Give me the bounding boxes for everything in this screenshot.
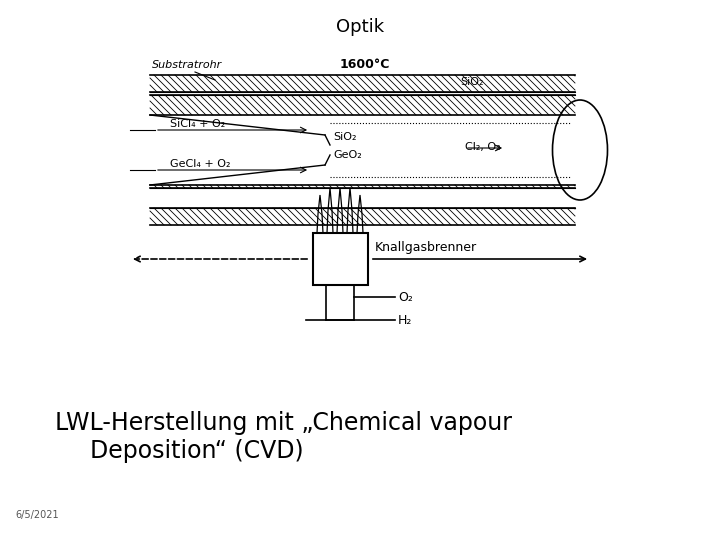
- Text: Substratrohr: Substratrohr: [152, 60, 222, 70]
- Text: 1600°C: 1600°C: [340, 58, 390, 71]
- Polygon shape: [150, 95, 575, 115]
- Text: GeCl₄ + O₂: GeCl₄ + O₂: [170, 159, 230, 169]
- Text: SiO₂: SiO₂: [460, 77, 484, 87]
- Polygon shape: [150, 208, 575, 225]
- Bar: [313, 233, 368, 285]
- Text: Deposition“ (CVD): Deposition“ (CVD): [90, 439, 304, 463]
- Text: 6/5/2021: 6/5/2021: [15, 510, 58, 520]
- Polygon shape: [150, 115, 575, 185]
- Text: Optik: Optik: [336, 18, 384, 36]
- Text: O₂: O₂: [398, 291, 413, 304]
- Text: LWL-Herstellung mit „Chemical vapour: LWL-Herstellung mit „Chemical vapour: [55, 411, 512, 435]
- Polygon shape: [150, 185, 575, 188]
- Text: H₂: H₂: [398, 314, 413, 327]
- Text: SiCl₄ + O₂: SiCl₄ + O₂: [170, 119, 225, 129]
- Text: Cl₂, O₂: Cl₂, O₂: [465, 142, 500, 152]
- Text: SiO₂: SiO₂: [333, 132, 356, 142]
- Text: GeO₂: GeO₂: [333, 150, 361, 160]
- Text: Knallgasbrenner: Knallgasbrenner: [375, 241, 477, 254]
- Polygon shape: [150, 75, 575, 92]
